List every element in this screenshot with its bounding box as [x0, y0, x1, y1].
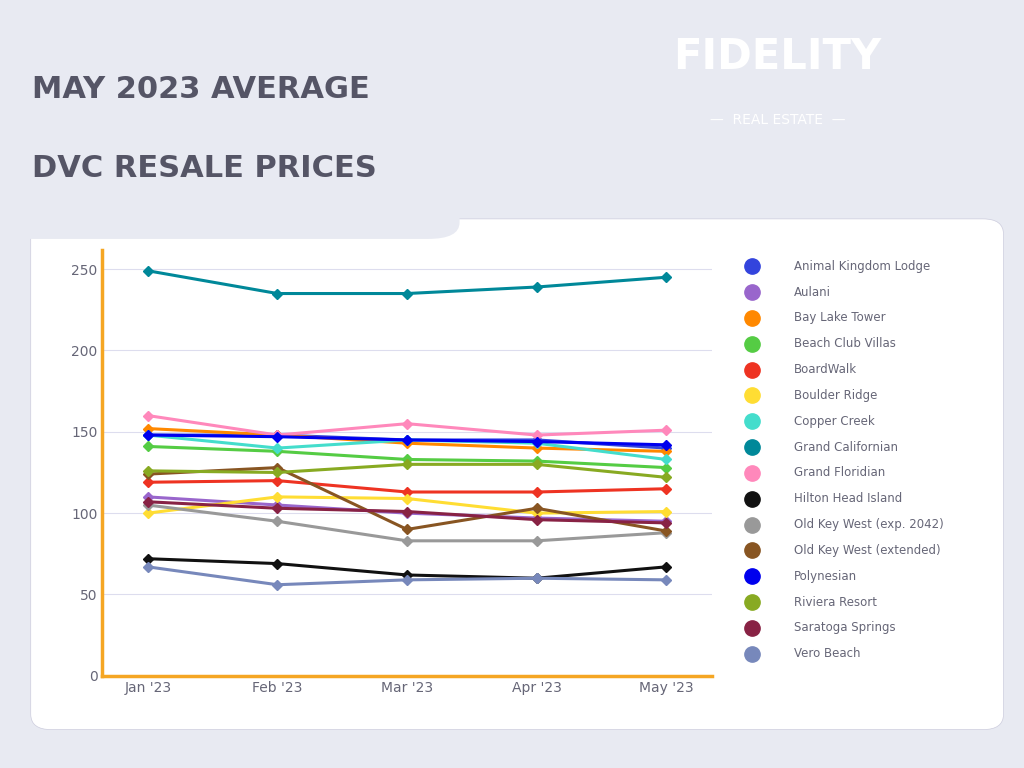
Text: Old Key West (extended): Old Key West (extended) [795, 544, 941, 557]
Text: Aulani: Aulani [795, 286, 831, 299]
Text: MAY 2023 AVERAGE: MAY 2023 AVERAGE [32, 74, 370, 104]
Text: Grand Californian: Grand Californian [795, 441, 898, 454]
Text: Saratoga Springs: Saratoga Springs [795, 621, 896, 634]
Text: Hilton Head Island: Hilton Head Island [795, 492, 902, 505]
Text: Old Key West (exp. 2042): Old Key West (exp. 2042) [795, 518, 944, 531]
Text: Grand Floridian: Grand Floridian [795, 466, 886, 479]
Text: Boulder Ridge: Boulder Ridge [795, 389, 878, 402]
Text: Vero Beach: Vero Beach [795, 647, 860, 660]
Text: Beach Club Villas: Beach Club Villas [795, 337, 896, 350]
Text: Animal Kingdom Lodge: Animal Kingdom Lodge [795, 260, 931, 273]
Text: FIDELITY: FIDELITY [674, 36, 882, 78]
Text: Riviera Resort: Riviera Resort [795, 595, 878, 608]
Text: BoardWalk: BoardWalk [795, 363, 857, 376]
Text: Polynesian: Polynesian [795, 570, 857, 583]
FancyBboxPatch shape [0, 0, 460, 239]
Text: Copper Creek: Copper Creek [795, 415, 874, 428]
Text: Bay Lake Tower: Bay Lake Tower [795, 311, 886, 324]
Text: DVC RESALE PRICES: DVC RESALE PRICES [32, 154, 376, 183]
Text: —  REAL ESTATE  —: — REAL ESTATE — [710, 113, 845, 127]
